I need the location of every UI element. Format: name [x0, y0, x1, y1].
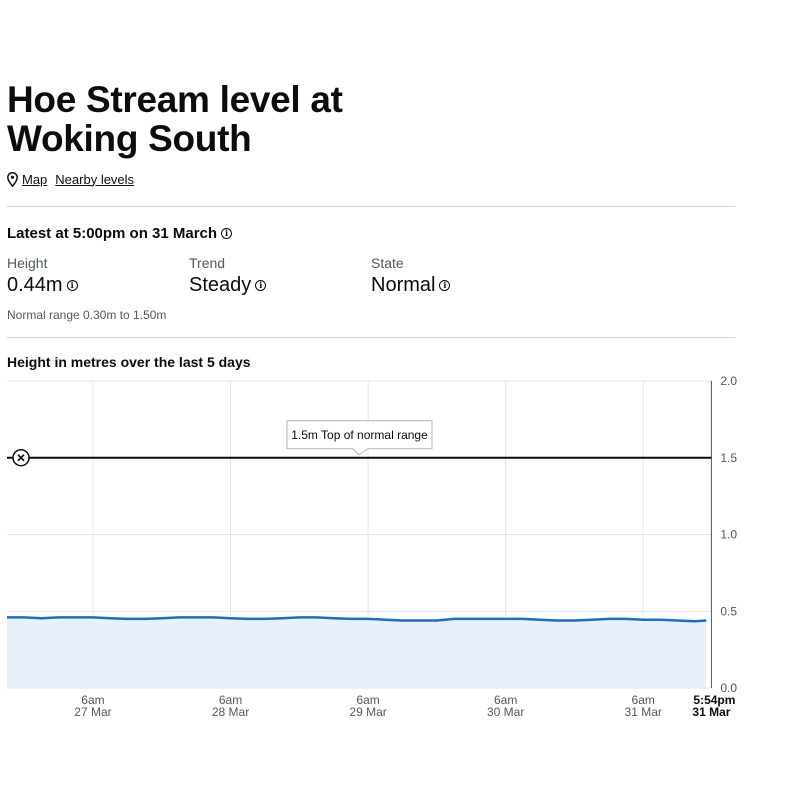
normal-range-text: Normal range 0.30m to 1.50m	[7, 308, 167, 322]
stat-trend-value: Steady	[189, 273, 252, 296]
page-title: Hoe Stream level at Woking South	[7, 79, 343, 159]
stat-trend-value-row: Steady i	[189, 273, 371, 297]
y-tick-label: 0.5	[720, 604, 737, 618]
info-icon[interactable]: i	[66, 279, 78, 291]
latest-reading-text: Latest at 5:00pm on 31 March	[7, 224, 218, 242]
x-tick-label: 6am	[81, 693, 104, 707]
page-links: Map Nearby levels	[7, 170, 735, 188]
stat-height-value-row: 0.44m i	[7, 273, 189, 297]
x-tick-label: 31 Mar	[625, 705, 662, 719]
close-icon[interactable]	[17, 454, 25, 462]
now-time-label: 5:54pm	[693, 693, 735, 707]
stat-state: State Normal i	[371, 255, 553, 297]
x-tick-label: 28 Mar	[212, 705, 249, 719]
stat-state-label: State	[371, 255, 404, 271]
x-tick-label: 6am	[632, 693, 655, 707]
info-icon[interactable]: i	[221, 227, 233, 239]
divider	[7, 206, 735, 207]
stat-height: Height 0.44m i	[7, 255, 189, 297]
stat-height-value: 0.44m	[7, 273, 63, 296]
info-icon[interactable]: i	[255, 279, 267, 291]
level-area	[7, 617, 707, 688]
stat-state-value-row: Normal i	[371, 273, 553, 297]
y-tick-label: 1.0	[720, 528, 737, 542]
stat-trend: Trend Steady i	[189, 255, 371, 297]
y-tick-label: 1.5	[720, 451, 737, 465]
x-tick-label: 30 Mar	[487, 705, 524, 719]
x-tick-label: 6am	[219, 693, 242, 707]
x-tick-label: 6am	[356, 693, 379, 707]
x-tick-label: 6am	[494, 693, 517, 707]
page-content: Hoe Stream level at Woking South Map Nea…	[7, 80, 735, 372]
y-tick-label: 0.0	[720, 681, 737, 695]
y-tick-label: 2.0	[720, 374, 737, 388]
chart-title: Height in metres over the last 5 days	[7, 354, 251, 370]
stat-height-label: Height	[7, 255, 48, 271]
info-icon[interactable]: i	[439, 279, 451, 291]
latest-reading-heading: Latest at 5:00pm on 31 March i	[7, 223, 735, 243]
stat-state-value: Normal	[371, 273, 436, 296]
now-date-label: 31 Mar	[692, 705, 730, 719]
x-tick-label: 29 Mar	[349, 705, 386, 719]
threshold-tooltip	[286, 420, 433, 456]
x-tick-label: 27 Mar	[74, 705, 111, 719]
divider	[7, 337, 735, 338]
map-marker-icon	[7, 171, 18, 187]
stat-trend-label: Trend	[189, 255, 226, 271]
level-line	[7, 616, 707, 623]
map-link[interactable]: Map	[22, 171, 48, 187]
threshold-label: 1.5m Top of normal range	[291, 428, 428, 442]
stats-row: Height 0.44m i Trend Steady i State Norm…	[7, 255, 735, 297]
nearby-levels-link[interactable]: Nearby levels	[55, 171, 135, 187]
